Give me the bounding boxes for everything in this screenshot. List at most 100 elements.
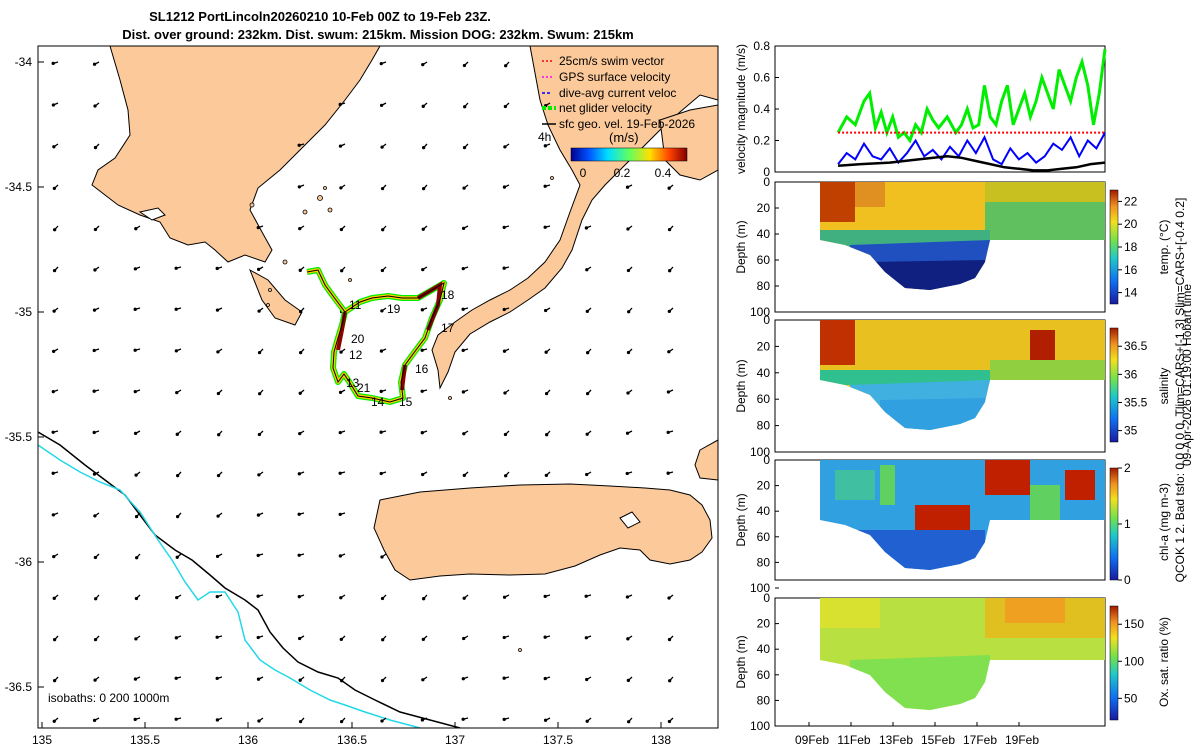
current-arrow-head (298, 391, 302, 395)
current-arrow-head (175, 555, 179, 559)
day-label: 18 (441, 288, 455, 302)
current-arrow-head (667, 227, 672, 232)
current-arrow-head (544, 350, 548, 354)
depth-tick-label: 20 (757, 201, 771, 215)
current-arrow-head (544, 391, 549, 396)
current-arrow-head (379, 61, 383, 66)
current-arrow-head (339, 227, 344, 232)
current-arrow-head (461, 226, 466, 230)
colorbar-tick-label: 18 (1124, 240, 1138, 254)
colorbar-tick-label: 36.5 (1124, 339, 1148, 353)
current-arrow-head (52, 719, 56, 723)
depth-tick-label: 60 (757, 668, 771, 682)
current-arrow-head (215, 266, 219, 271)
day-labels: 11 19 18 17 20 12 16 13 21 14 15 (346, 288, 455, 409)
current-arrow-head (257, 350, 262, 355)
oxygen-colorbar-ticks: 50 100 150 (1118, 617, 1144, 705)
current-arrow-head (298, 268, 302, 272)
depth-tick-label: 80 (757, 419, 771, 433)
kangaroo-island-east (694, 439, 718, 481)
current-arrow-head (175, 474, 180, 478)
current-vector-field (51, 61, 674, 724)
salinity-colorbar-ticks: 35 35.5 36 36.5 (1118, 339, 1148, 438)
current-arrow-head (502, 225, 506, 230)
current-arrow-head (257, 309, 261, 313)
current-arrow-head (52, 554, 56, 559)
current-arrow-head (585, 432, 589, 436)
current-arrow-head (51, 430, 55, 434)
title-line-2: Dist. over ground: 232km. Dist. swum: 21… (122, 27, 634, 42)
time-tick-label: 13Feb (879, 733, 913, 747)
current-arrow-head (667, 719, 672, 724)
current-arrow-head (215, 718, 220, 722)
current-arrow-head (543, 225, 547, 229)
colorbar-tick: 0 (580, 166, 587, 180)
current-arrow-head (216, 514, 220, 518)
salinity-ylabel: Depth (m) (734, 359, 748, 412)
current-arrow-head (420, 718, 425, 722)
legend-label: net glider velocity (559, 101, 652, 115)
eyre-peninsula (91, 46, 381, 263)
current-arrow-head (420, 472, 425, 477)
velocity-series (836, 49, 1107, 172)
current-arrow-head (543, 635, 547, 639)
current-arrow-head (93, 104, 97, 108)
temp-y-ticks: 0 20 40 60 80 100 (750, 175, 779, 319)
colorbar-tick-label: 20 (1124, 217, 1138, 231)
current-arrow-head (216, 391, 221, 396)
current-arrow-head (134, 227, 138, 231)
temp-colorbar-ticks: 14 16 18 20 22 (1118, 194, 1138, 300)
current-arrow-head (256, 677, 261, 681)
map-x-tick-label: 135 (32, 733, 52, 747)
current-arrow-head (215, 635, 219, 639)
current-arrow-head (338, 390, 343, 394)
current-arrow-head (421, 62, 425, 67)
current-arrow-head (585, 472, 589, 477)
current-arrow-head (461, 677, 465, 681)
current-arrow-head (93, 678, 97, 682)
current-arrow-head (502, 266, 506, 270)
current-arrow-head (503, 145, 507, 149)
current-arrow-head (543, 594, 547, 599)
current-arrow-head (338, 102, 342, 107)
velocity-panel: 0 0.2 0.4 0.6 0.8 velocity magnitude (m/s) (734, 39, 1107, 179)
map-y-tick-label: -35 (15, 305, 33, 319)
current-arrow-head (174, 636, 178, 640)
current-arrow-head (380, 186, 385, 191)
current-arrow-head (256, 635, 260, 640)
current-arrow-head (52, 596, 56, 600)
current-arrow-head (338, 512, 342, 516)
current-arrow-head (585, 392, 590, 396)
current-arrow-head (338, 144, 343, 148)
coastline-land (91, 46, 718, 581)
temperature-section: 0 20 40 60 80 100 Depth (m) 14 16 18 20 22 temp. … (734, 175, 1171, 319)
current-arrow-head (338, 471, 342, 475)
current-arrow-head (380, 678, 385, 683)
chla-y-ticks: 0 20 40 60 80 100 (750, 453, 779, 595)
current-arrow-head (92, 430, 96, 435)
oxygen-section: 0 20 40 60 80 100 Depth (m) 50 100 150 Ox. sat.… (734, 591, 1171, 733)
legend-label: sfc geo. vel. 19-Feb-2026 (559, 117, 695, 131)
temp-colorbar (1109, 189, 1119, 305)
legend-label: 25cm/s swim vector (559, 54, 664, 68)
current-arrow-head (462, 63, 467, 68)
current-arrow-head (502, 635, 506, 640)
current-arrow-head (93, 514, 97, 518)
current-arrow-head (461, 348, 465, 352)
current-arrow-head (379, 389, 383, 394)
current-arrow-head (297, 185, 302, 189)
current-arrow-head (502, 307, 506, 312)
salinity-colorbar (1109, 327, 1119, 443)
current-arrow-head (421, 146, 426, 150)
current-arrow-head (174, 307, 178, 311)
small-islands (249, 176, 554, 652)
map-legend: 25cm/s swim vector GPS surface velocity … (538, 54, 695, 180)
current-arrow-head (256, 553, 260, 558)
time-tick-label: 09Feb (795, 733, 829, 747)
map-x-tick-label: 136.5 (337, 733, 367, 747)
current-arrow-head (420, 389, 424, 393)
time-tick-label: 17Feb (963, 733, 997, 747)
current-arrow-head (297, 512, 301, 516)
time-tick-label: 19Feb (1005, 733, 1039, 747)
current-arrow-head (134, 637, 138, 641)
